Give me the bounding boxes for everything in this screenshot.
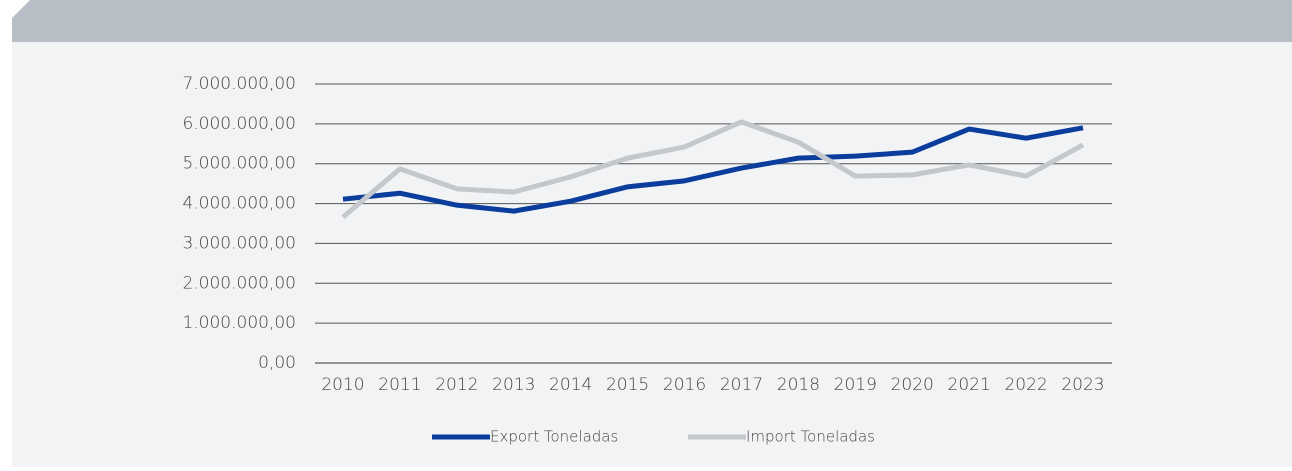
- x-tick-label: 2012: [435, 375, 478, 395]
- x-tick-label: 2013: [492, 375, 535, 395]
- x-tick-label: 2022: [1004, 375, 1047, 395]
- x-tick-label: 2011: [378, 375, 421, 395]
- panel: [12, 42, 1292, 467]
- x-tick-label: 2015: [606, 375, 649, 395]
- x-tick-label: 2020: [891, 375, 934, 395]
- y-tick-label: 2.000.000,00: [182, 273, 296, 293]
- y-tick-label: 1.000.000,00: [182, 313, 296, 333]
- x-tick-label: 2018: [777, 375, 820, 395]
- x-tick-label: 2017: [720, 375, 763, 395]
- legend-label: Import Toneladas: [746, 428, 875, 446]
- x-tick-label: 2010: [321, 375, 364, 395]
- y-tick-label: 0,00: [258, 353, 296, 373]
- legend-label: Export Toneladas: [490, 428, 618, 446]
- x-tick-label: 2016: [663, 375, 706, 395]
- y-tick-label: 5.000.000,00: [182, 154, 296, 174]
- y-tick-label: 4.000.000,00: [182, 194, 296, 214]
- y-tick-label: 6.000.000,00: [182, 114, 296, 134]
- y-tick-label: 3.000.000,00: [182, 233, 296, 253]
- series-line: [341, 119, 1085, 220]
- header-bar: [12, 0, 1292, 42]
- y-tick-label: 7.000.000,00: [182, 74, 296, 94]
- x-tick-label: 2019: [834, 375, 877, 395]
- series-line: [342, 125, 1084, 214]
- x-tick-label: 2023: [1061, 375, 1104, 395]
- x-tick-label: 2014: [549, 375, 592, 395]
- x-tick-label: 2021: [948, 375, 991, 395]
